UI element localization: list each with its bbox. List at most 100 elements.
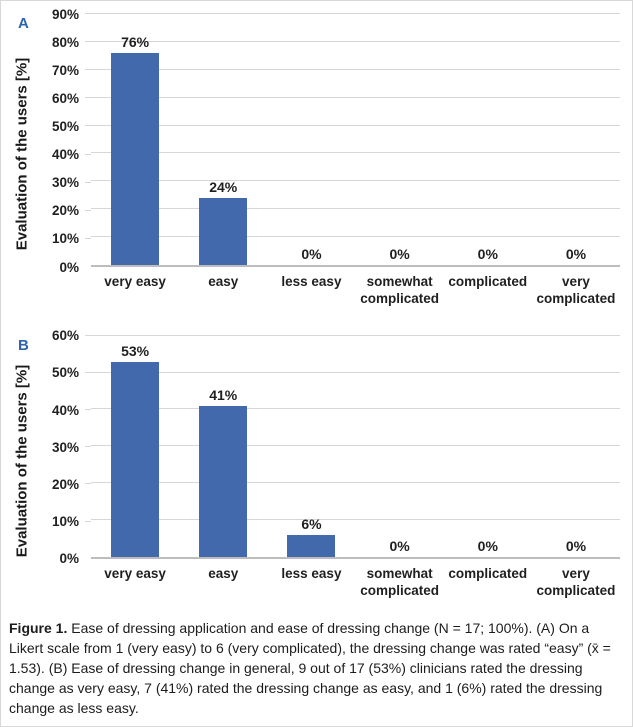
bar-value-label: 0%	[565, 537, 587, 554]
y-axis-title: Evaluation of the users [%]	[13, 364, 31, 558]
gridline	[91, 408, 620, 410]
bar-value-label: 6%	[301, 515, 322, 532]
y-tick-label: 20%	[51, 476, 79, 492]
bar-value-label: 24%	[209, 179, 238, 196]
y-tick-label: 30%	[51, 439, 79, 455]
x-axis: very easy easy less easy somewhat complicat…	[91, 274, 620, 308]
x-category-label: very easy	[104, 565, 166, 581]
y-tick-label: 60%	[51, 90, 79, 106]
gridline	[91, 13, 620, 14]
y-tick-label: 0%	[59, 259, 79, 275]
x-category-label: very complicated	[536, 565, 616, 598]
x-category-label: very easy	[104, 274, 166, 289]
bar-value-label: 53%	[121, 342, 150, 359]
y-tick-label: 50%	[51, 365, 79, 381]
gridline	[91, 180, 620, 182]
chart-area: 0% 10% 20% 30% 40% 50% 60% 53% 41% 6% 0% 0% 0%	[41, 329, 620, 565]
gridline	[91, 371, 620, 373]
x-category-label: somewhat complicated	[360, 274, 439, 306]
gridline	[91, 124, 620, 126]
y-tick-label: 10%	[51, 231, 79, 247]
bar-slot: 0%	[532, 14, 620, 265]
y-tick-mark	[85, 483, 91, 485]
bar-slot: 0%	[444, 336, 532, 557]
bar-slot: 0%	[532, 336, 620, 557]
chart-panel-a: A Evaluation of the users [%] 0% 10% 20% 30…	[1, 7, 632, 308]
y-tick-mark	[85, 334, 91, 336]
y-tick-label: 70%	[51, 62, 79, 78]
x-category-label: easy	[208, 274, 239, 289]
x-axis: very easy easy less easy somewhat complicat…	[91, 566, 620, 600]
caption-text: Ease of dressing application and ease of…	[9, 619, 611, 717]
gridline	[91, 40, 620, 42]
bar-slot: 53%	[91, 336, 179, 557]
caption-figure-label: Figure 1.	[9, 619, 68, 636]
chart-area: 0% 10% 20% 30% 40% 50% 60% 70% 80% 90% 76% 24% 0% 0%…	[41, 7, 620, 273]
bar	[111, 361, 160, 557]
y-tick-label: 0%	[59, 551, 79, 566]
y-tick-mark	[85, 371, 91, 373]
y-tick-label: 40%	[51, 402, 79, 418]
y-tick-mark	[85, 97, 91, 99]
y-tick-mark	[85, 41, 91, 43]
bar-slot: 76%	[91, 14, 179, 265]
bar-slot: 0%	[267, 14, 355, 265]
bar	[199, 405, 248, 557]
y-tick-mark	[85, 69, 91, 71]
bar-value-label: 0%	[389, 246, 410, 262]
bar-value-label: 41%	[209, 386, 238, 403]
y-tick-mark	[85, 153, 91, 155]
x-category-label: somewhat complicated	[360, 565, 439, 598]
bar-value-label: 0%	[389, 537, 410, 554]
panel-label-a: A	[18, 15, 29, 32]
plot-area: 53% 41% 6% 0% 0% 0%	[91, 334, 620, 559]
bar-slot: 24%	[179, 14, 267, 265]
plot-area: 76% 24% 0% 0% 0% 0%	[91, 13, 620, 267]
y-tick-label: 20%	[51, 203, 79, 219]
y-tick-label: 10%	[51, 513, 79, 529]
x-category-label: complicated	[448, 565, 528, 581]
gridline	[91, 334, 620, 336]
x-category-label: easy	[208, 565, 239, 581]
bar-slot: 0%	[444, 14, 532, 265]
bar	[287, 534, 336, 557]
y-tick-label: 90%	[51, 6, 79, 22]
figure-caption: Figure 1. Ease of dressing application a…	[9, 618, 622, 719]
y-tick-label: 50%	[51, 118, 79, 134]
x-category-label: very complicated	[536, 274, 616, 306]
bar-value-label: 76%	[121, 34, 150, 51]
gridline	[91, 236, 620, 238]
y-tick-label: 60%	[51, 328, 79, 343]
y-tick-mark	[85, 237, 91, 239]
panel-label-b: B	[18, 336, 29, 354]
y-tick-label: 80%	[51, 34, 79, 50]
y-tick-mark	[85, 181, 91, 183]
gridline	[91, 68, 620, 70]
bar-slot: 6%	[267, 336, 355, 557]
y-tick-mark	[85, 520, 91, 522]
gridline	[91, 445, 620, 447]
x-category-label: less easy	[281, 274, 342, 289]
bar-slot: 41%	[179, 336, 267, 557]
bar-value-label: 0%	[477, 246, 498, 262]
bar-value-label: 0%	[301, 246, 322, 262]
bar	[111, 53, 160, 265]
y-tick-mark	[85, 409, 91, 411]
bar-value-label: 0%	[477, 537, 498, 554]
chart-panel-b: B Evaluation of the users [%] 0% 10% 20% 30…	[1, 329, 632, 600]
x-category-label: less easy	[281, 565, 342, 581]
gridline	[91, 482, 620, 484]
bar-slot: 0%	[356, 14, 444, 265]
gridline	[91, 152, 620, 154]
y-tick-mark	[85, 446, 91, 448]
y-tick-label: 40%	[51, 146, 79, 162]
gridline	[91, 518, 620, 520]
bar	[199, 198, 248, 265]
gridline	[91, 208, 620, 210]
y-tick-mark	[85, 13, 91, 14]
y-axis-title: Evaluation of the users [%]	[13, 57, 31, 251]
y-tick-mark	[85, 125, 91, 127]
bar-slot: 0%	[356, 336, 444, 557]
x-category-label: complicated	[448, 274, 528, 289]
